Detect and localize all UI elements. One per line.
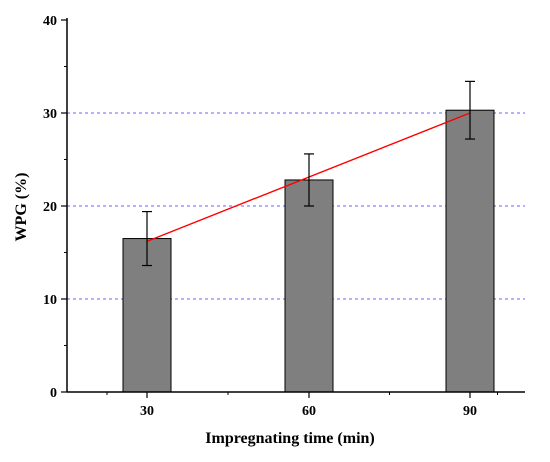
y-axis-title: WPG (%) [13, 173, 30, 242]
x-tick-label-30: 30 [140, 404, 154, 419]
error-bar-30 [142, 210, 152, 267]
tick-labels: 0 10 20 30 40 30 60 90 [43, 14, 477, 419]
x-tick-label-90: 90 [463, 404, 477, 419]
y-tick-label-0: 0 [50, 386, 57, 401]
y-tick-label-20: 20 [43, 200, 57, 215]
x-tick-label-60: 60 [302, 404, 316, 419]
error-bar-90 [465, 80, 475, 140]
axes [61, 18, 525, 398]
x-axis-title: Impregnating time (min) [205, 430, 374, 447]
y-tick-label-40: 40 [43, 14, 57, 29]
y-tick-label-10: 10 [43, 293, 57, 308]
bar-90 [445, 109, 495, 393]
y-tick-label-30: 30 [43, 107, 57, 122]
bars [122, 109, 495, 393]
bar-60 [284, 179, 334, 393]
error-bar-60 [304, 153, 314, 207]
error-bars [142, 80, 475, 267]
